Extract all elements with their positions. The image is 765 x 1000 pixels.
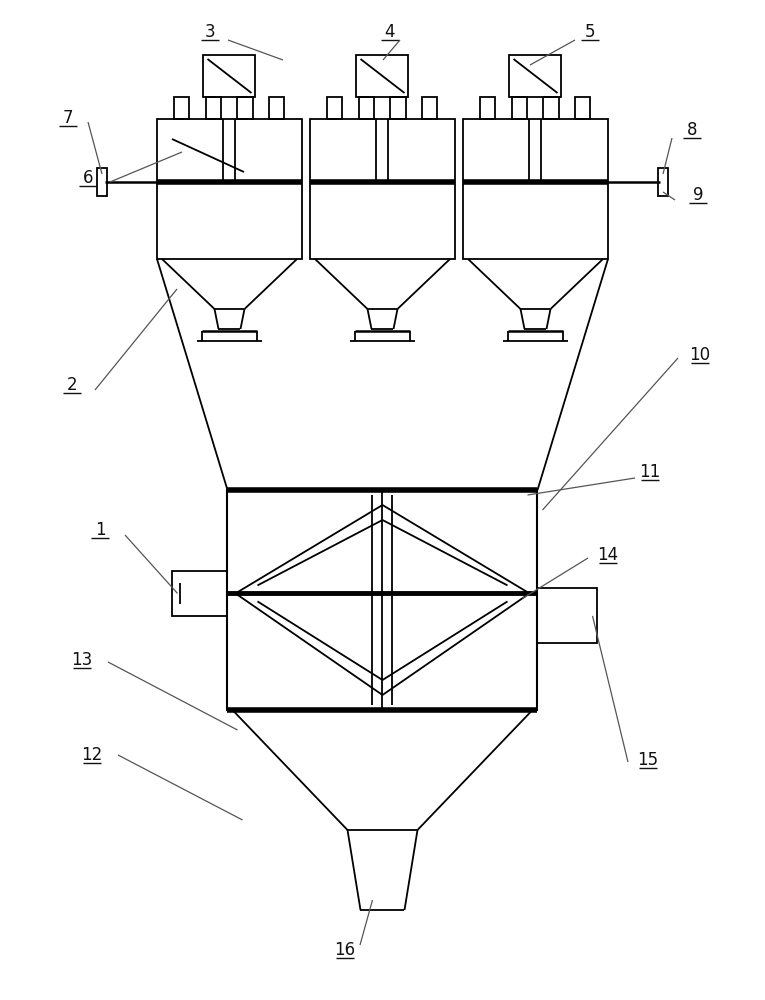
Bar: [310, 119, 455, 259]
Bar: [203, 55, 256, 97]
Bar: [480, 97, 495, 119]
Text: 15: 15: [637, 751, 659, 769]
Bar: [206, 97, 221, 119]
Bar: [269, 97, 285, 119]
Text: 14: 14: [597, 546, 619, 564]
Text: 9: 9: [693, 186, 703, 204]
Bar: [658, 168, 668, 196]
Bar: [543, 97, 558, 119]
Bar: [359, 97, 374, 119]
Text: 13: 13: [71, 651, 93, 669]
Bar: [538, 588, 597, 643]
Text: 7: 7: [63, 109, 73, 127]
Bar: [157, 119, 302, 259]
Bar: [422, 97, 438, 119]
Text: 3: 3: [205, 23, 215, 41]
Text: 2: 2: [67, 376, 77, 394]
Bar: [390, 97, 405, 119]
Text: 5: 5: [584, 23, 595, 41]
Bar: [327, 97, 342, 119]
Bar: [237, 97, 252, 119]
Bar: [227, 490, 538, 710]
Text: 11: 11: [640, 463, 661, 481]
Bar: [512, 97, 527, 119]
Bar: [509, 55, 562, 97]
Text: 4: 4: [385, 23, 396, 41]
Bar: [463, 119, 608, 259]
Bar: [172, 571, 227, 616]
Bar: [575, 97, 591, 119]
Bar: [97, 168, 107, 196]
Text: 1: 1: [95, 521, 106, 539]
Text: 16: 16: [334, 941, 356, 959]
Text: 8: 8: [687, 121, 697, 139]
Bar: [174, 97, 189, 119]
Bar: [356, 55, 409, 97]
Text: 12: 12: [81, 746, 103, 764]
Text: 6: 6: [83, 169, 93, 187]
Text: 10: 10: [689, 346, 711, 364]
